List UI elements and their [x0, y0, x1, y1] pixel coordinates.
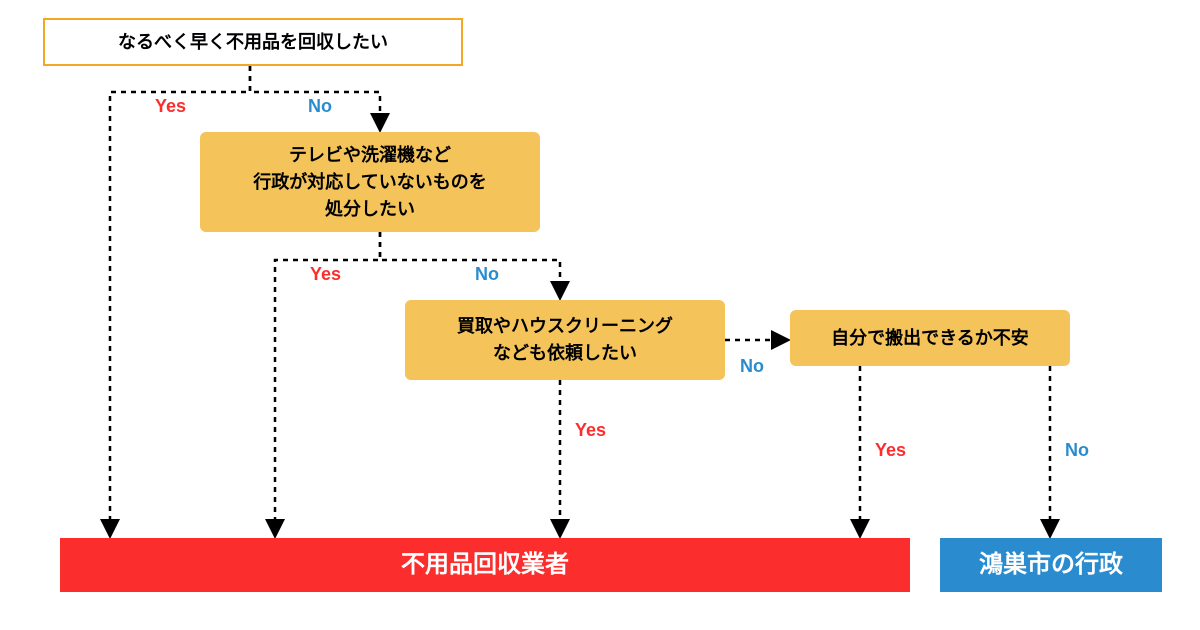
flowchart-node-q2: テレビや洗濯機など 行政が対応していないものを 処分したい	[200, 132, 540, 232]
flowchart-node-r2: 鴻巣市の行政	[940, 538, 1162, 592]
edge-label-1: No	[308, 96, 332, 117]
flowchart-node-q4: 自分で搬出できるか不安	[790, 310, 1070, 366]
flowchart-node-q1: なるべく早く不用品を回収したい	[43, 18, 463, 66]
edge-label-2: Yes	[310, 264, 341, 285]
edge-e4	[380, 232, 560, 296]
edge-label-6: Yes	[875, 440, 906, 461]
flowchart-node-q3: 買取やハウスクリーニング なども依頼したい	[405, 300, 725, 380]
edge-label-5: No	[740, 356, 764, 377]
edge-label-7: No	[1065, 440, 1089, 461]
edge-label-0: Yes	[155, 96, 186, 117]
edge-label-4: Yes	[575, 420, 606, 441]
edge-label-3: No	[475, 264, 499, 285]
flowchart-node-r1: 不用品回収業者	[60, 538, 910, 592]
